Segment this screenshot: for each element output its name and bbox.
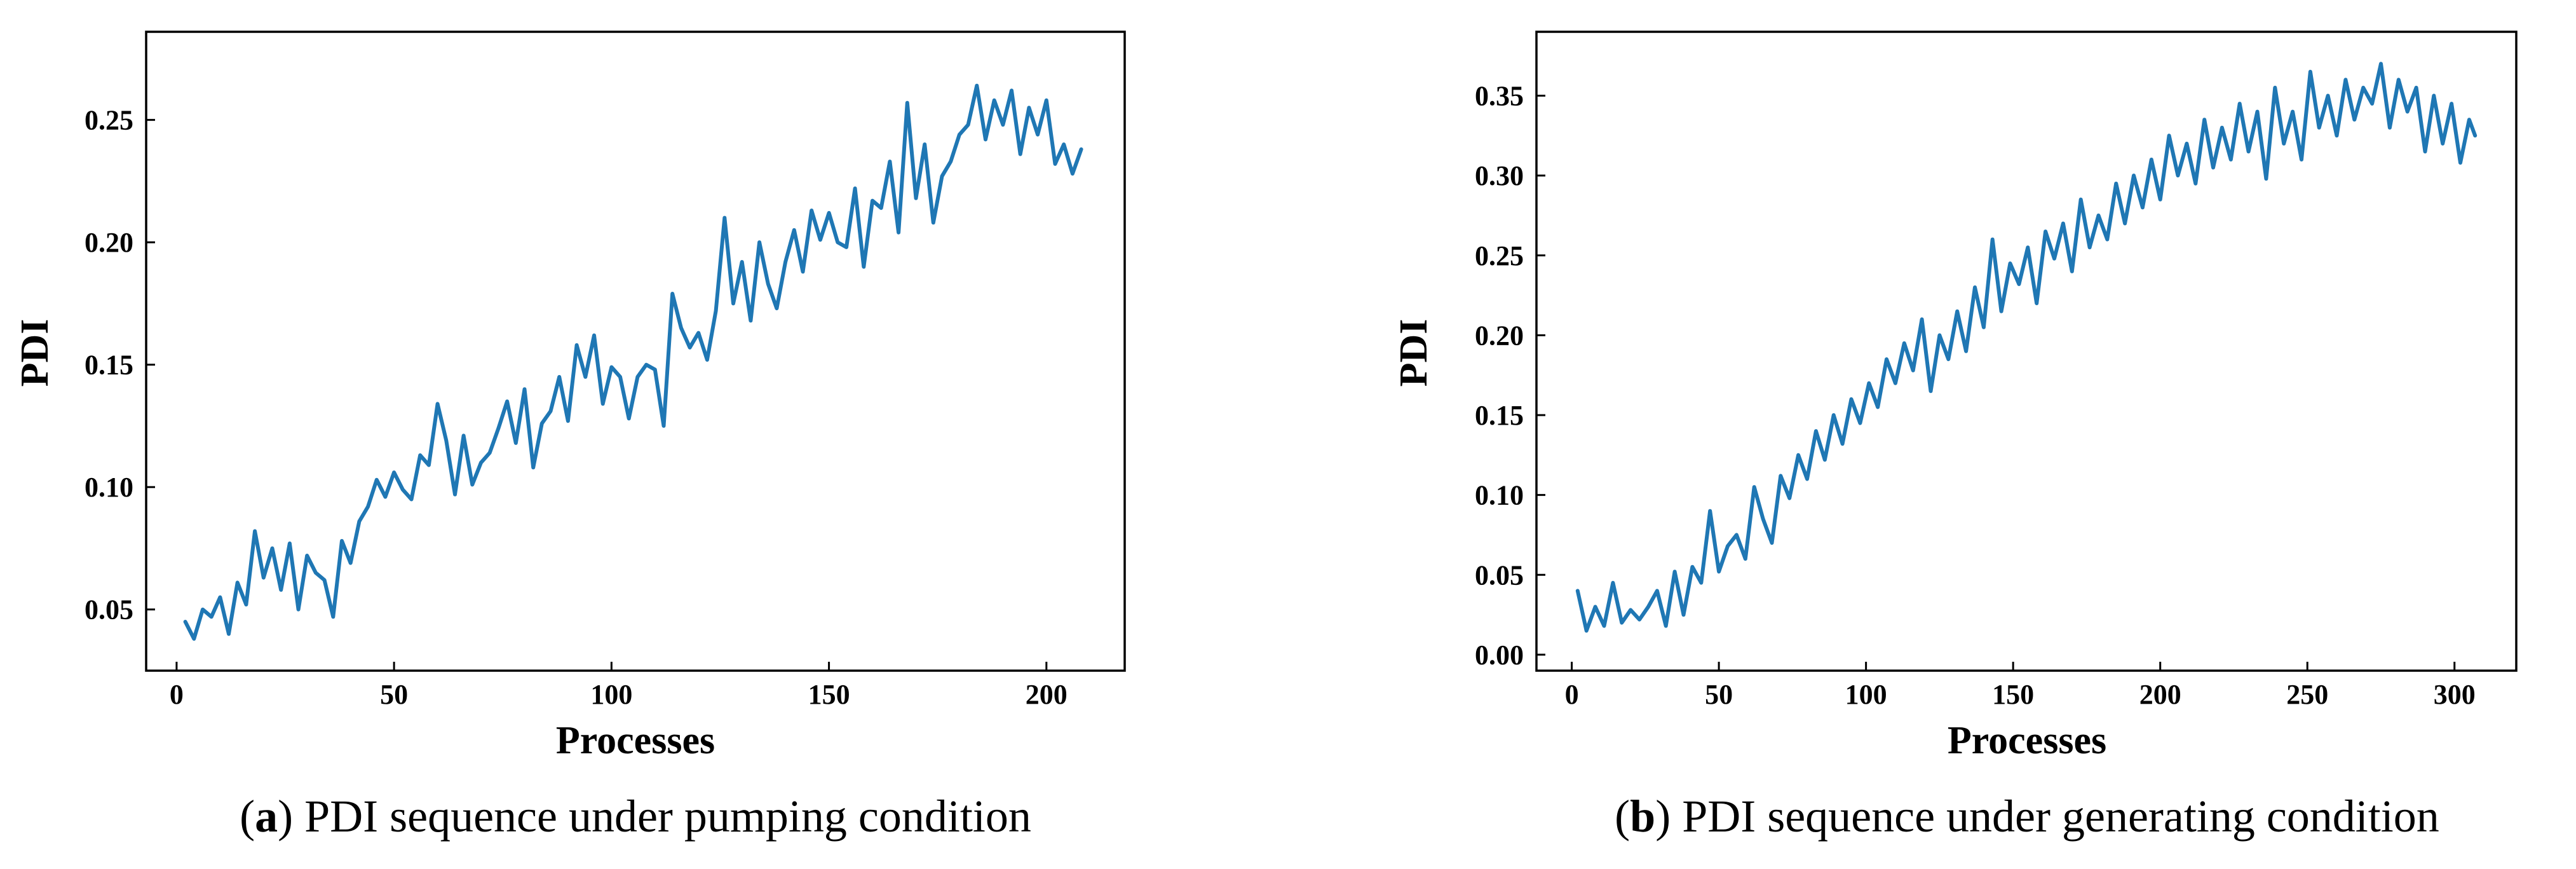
y-tick-label: 0.05 [85,594,133,626]
x-tick-label: 0 [170,679,184,710]
x-tick-label: 0 [1565,679,1579,710]
caption-letter: a [255,791,278,842]
y-tick-label: 0.10 [1475,480,1524,511]
x-tick-label: 150 [1992,679,2034,710]
plot-frame [145,31,1126,672]
x-tick-label: 150 [808,679,850,710]
y-tick-label: 0.30 [1475,160,1524,191]
y-tick-label: 0.15 [1475,400,1524,431]
series-line [183,83,1083,641]
x-tick-label: 100 [1845,679,1887,710]
plot-frame [1535,31,2518,672]
x-tick-label: 50 [380,679,408,710]
x-tick-label: 200 [2139,679,2181,710]
x-tick-label: 250 [2286,679,2328,710]
panel-a: PDI 0 50 100 150 200 0.05 0.10 0.15 0.20 0.25 Pro… [13,31,1126,842]
x-tick-label: 50 [1705,679,1733,710]
series-line [1575,62,2478,633]
panel-a-marks: 0 50 100 150 200 0.05 0.10 0.15 0.20 0.25 [85,83,1083,710]
panel-b-marks: 0 50 100 150 200 250 300 0.00 0.05 0.10 0.15 0.20 0.… [1475,62,2478,710]
y-tick-label: 0.15 [85,350,133,381]
x-tick-label: 300 [2434,679,2476,710]
x-axis-label: Processes [1948,719,2106,762]
y-tick-label: 0.20 [85,227,133,258]
panel-b: PDI 0 50 100 150 200 250 300 0.00 0.05 0.10 0.15 0.… [1392,31,2518,842]
y-tick-label: 0.20 [1475,320,1524,351]
y-axis-label: PDI [1392,319,1435,387]
y-tick-label: 0.05 [1475,559,1524,591]
y-tick-label: 0.25 [1475,240,1524,271]
y-tick-label: 0.35 [1475,81,1524,112]
y-axis-label: PDI [13,319,57,387]
x-axis-label: Processes [556,719,715,762]
caption-letter: b [1630,791,1655,842]
x-tick-label: 200 [1026,679,1068,710]
caption: (b) PDI sequence under generating condit… [1615,791,2439,842]
y-tick-label: 0.00 [1475,640,1524,671]
caption: (a) PDI sequence under pumping condition [240,791,1031,842]
x-tick-label: 100 [590,679,632,710]
caption-text: PDI sequence under generating condition [1682,791,2439,842]
y-tick-label: 0.25 [85,105,133,136]
y-tick-label: 0.10 [85,472,133,503]
caption-text: PDI sequence under pumping condition [304,791,1031,842]
